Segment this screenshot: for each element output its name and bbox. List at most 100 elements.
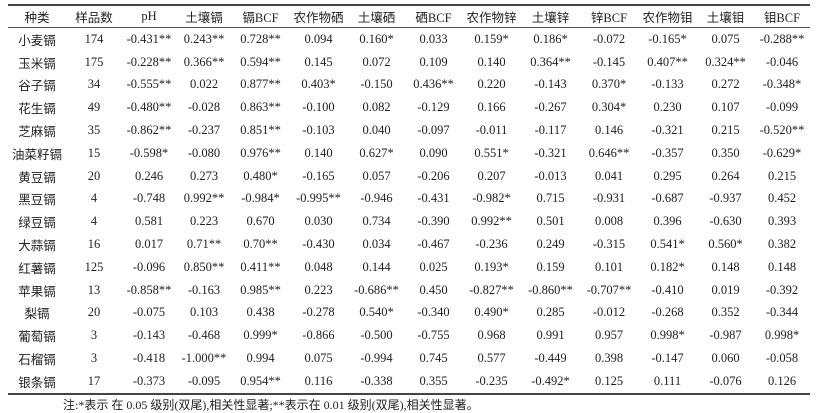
table-cell: 0.366** bbox=[183, 54, 225, 69]
table-cell: 0.034 bbox=[362, 237, 391, 252]
table-cell: 125 bbox=[84, 259, 104, 274]
table-cell: 0.734 bbox=[362, 214, 391, 229]
table-cell: 0.230 bbox=[653, 100, 682, 115]
table-cell: 0.851** bbox=[240, 123, 281, 138]
table-cell: -0.987 bbox=[709, 328, 742, 343]
table-cell: 4 bbox=[90, 214, 98, 229]
table-cell: 0.107 bbox=[711, 100, 740, 115]
table-cell: 0.540* bbox=[359, 305, 394, 320]
table-cell: -0.143 bbox=[132, 328, 166, 343]
table-row: 芝麻镉 35 -0.862** -0.237 0.851** -0.103 0.040 -0.… bbox=[8, 119, 810, 142]
table-cell: 0.954** bbox=[240, 373, 281, 388]
table-cell: 0.364** bbox=[530, 54, 571, 69]
table-cell: 0.850** bbox=[183, 259, 225, 274]
row-label: 芝麻镉 bbox=[18, 125, 56, 140]
table-cell: -1.000** bbox=[181, 351, 227, 366]
table-cell: 0.398 bbox=[594, 351, 624, 366]
table-cell: 0.670 bbox=[246, 214, 275, 229]
table-cell: 0.581 bbox=[134, 214, 164, 229]
table-cell: 0.976** bbox=[240, 145, 281, 160]
table-cell: 0.560* bbox=[708, 237, 743, 252]
column-header: 种类 bbox=[24, 11, 50, 25]
table-cell: -0.011 bbox=[475, 123, 508, 138]
table-header-row: 种类 样品数 pH 土壤镉 镉BCF 农作物硒 土壤硒 硒BCF 农作物锌 土壤锌 锌BCF 农作物钼… bbox=[8, 5, 810, 28]
table-cell: -0.321 bbox=[534, 145, 567, 160]
table-cell: 0.243** bbox=[183, 31, 225, 46]
column-header: 土壤镉 bbox=[185, 11, 223, 25]
table-cell: 0.295 bbox=[653, 168, 682, 183]
table-cell: 0.452 bbox=[767, 191, 797, 206]
table-cell: -0.103 bbox=[302, 123, 335, 138]
table-cell: 0.304* bbox=[591, 100, 627, 115]
row-label: 大蒜镉 bbox=[18, 239, 56, 254]
table-cell: 0.324** bbox=[705, 54, 746, 69]
row-label: 黄豆镉 bbox=[18, 170, 56, 185]
column-header: 土壤硒 bbox=[357, 11, 396, 25]
table-cell: -0.058 bbox=[765, 351, 799, 366]
table-cell: 17 bbox=[87, 373, 101, 388]
table-cell: -0.431** bbox=[126, 31, 172, 46]
table-cell: -0.028 bbox=[187, 100, 221, 115]
table-row: 花生镉 49 -0.480** -0.028 0.863** -0.100 0.082 -0.… bbox=[8, 96, 810, 119]
table-cell: -0.046 bbox=[765, 54, 799, 69]
table-cell: -0.236 bbox=[475, 237, 508, 252]
column-header: 农作物钼 bbox=[642, 11, 693, 25]
table-cell: 0.246 bbox=[134, 168, 164, 183]
table-cell: 0.577 bbox=[477, 351, 506, 366]
table-cell: 0.70** bbox=[243, 237, 278, 252]
table-row: 大蒜镉 16 0.017 0.71** 0.70** -0.430 0.034 -0.467 -… bbox=[8, 233, 810, 256]
table-row: 玉米镉 175 -0.228** 0.366** 0.594** 0.145 0.072 0.… bbox=[8, 51, 810, 74]
table-cell: -0.344 bbox=[765, 305, 799, 320]
column-header: pH bbox=[141, 9, 157, 23]
table-cell: 3 bbox=[90, 351, 98, 366]
table-cell: -0.235 bbox=[475, 373, 508, 388]
row-label: 花生镉 bbox=[18, 102, 56, 117]
table-cell: 0.111 bbox=[653, 373, 682, 388]
table-cell: -0.630 bbox=[709, 214, 742, 229]
table-cell: 0.370* bbox=[591, 77, 627, 92]
table-cell: -0.163 bbox=[187, 282, 221, 297]
table-cell: -0.755 bbox=[417, 328, 450, 343]
table-cell: 4 bbox=[90, 191, 98, 206]
table-cell: 0.040 bbox=[362, 123, 391, 138]
table-cell: -0.072 bbox=[592, 31, 626, 46]
table-cell: 0.075 bbox=[304, 351, 333, 366]
table-cell: 35 bbox=[87, 123, 101, 138]
table-cell: -0.860** bbox=[528, 282, 573, 297]
table-cell: 0.998* bbox=[764, 328, 800, 343]
table-cell: 0.101 bbox=[594, 259, 624, 274]
table-cell: 0.272 bbox=[711, 77, 740, 92]
table-cell: 0.033 bbox=[419, 31, 448, 46]
table-cell: 0.017 bbox=[134, 237, 164, 252]
table-cell: -0.866 bbox=[302, 328, 335, 343]
table-cell: 0.71** bbox=[186, 237, 222, 252]
table-cell: -0.143 bbox=[534, 77, 567, 92]
table-cell: 0.146 bbox=[594, 123, 624, 138]
table-cell: -0.862** bbox=[126, 123, 172, 138]
table-cell: -0.206 bbox=[417, 168, 450, 183]
table-cell: 0.082 bbox=[362, 100, 391, 115]
table-cell: -0.315 bbox=[592, 237, 626, 252]
table-cell: 0.877** bbox=[240, 77, 281, 92]
table-cell: -0.995** bbox=[296, 191, 341, 206]
column-header: 样品数 bbox=[75, 11, 113, 25]
table-cell: 0.999* bbox=[243, 328, 278, 343]
table-cell: 174 bbox=[84, 31, 104, 46]
table-cell: -0.431 bbox=[417, 191, 450, 206]
table-cell: 0.403* bbox=[301, 77, 336, 92]
table-row: 石榴镉 3 -0.418 -1.000** 0.994 0.075 -0.994 0.745 0… bbox=[8, 347, 810, 370]
table-cell: -0.467 bbox=[417, 237, 450, 252]
table-cell: 0.407** bbox=[647, 54, 688, 69]
table-row: 黄豆镉 20 0.246 0.273 0.480* -0.165 0.057 -0.206 0.… bbox=[8, 165, 810, 188]
table-cell: -0.373 bbox=[132, 373, 166, 388]
correlation-table: 种类 样品数 pH 土壤镉 镉BCF 农作物硒 土壤硒 硒BCF 农作物锌 土壤锌 锌BCF 农作物钼… bbox=[8, 4, 810, 395]
row-label: 红薯镉 bbox=[18, 261, 56, 276]
row-label: 梨镉 bbox=[24, 307, 50, 322]
table-cell: -0.129 bbox=[417, 100, 450, 115]
table-cell: 0.728** bbox=[240, 31, 281, 46]
table-cell: -0.946 bbox=[360, 191, 393, 206]
table-cell: 0.450 bbox=[419, 282, 448, 297]
table-note: 注:*表示 在 0.05 级别(双尾),相关性显著;**表示在 0.01 级别(… bbox=[63, 398, 479, 412]
table-cell: -0.707** bbox=[586, 282, 632, 297]
table-cell: 0.094 bbox=[304, 31, 333, 46]
